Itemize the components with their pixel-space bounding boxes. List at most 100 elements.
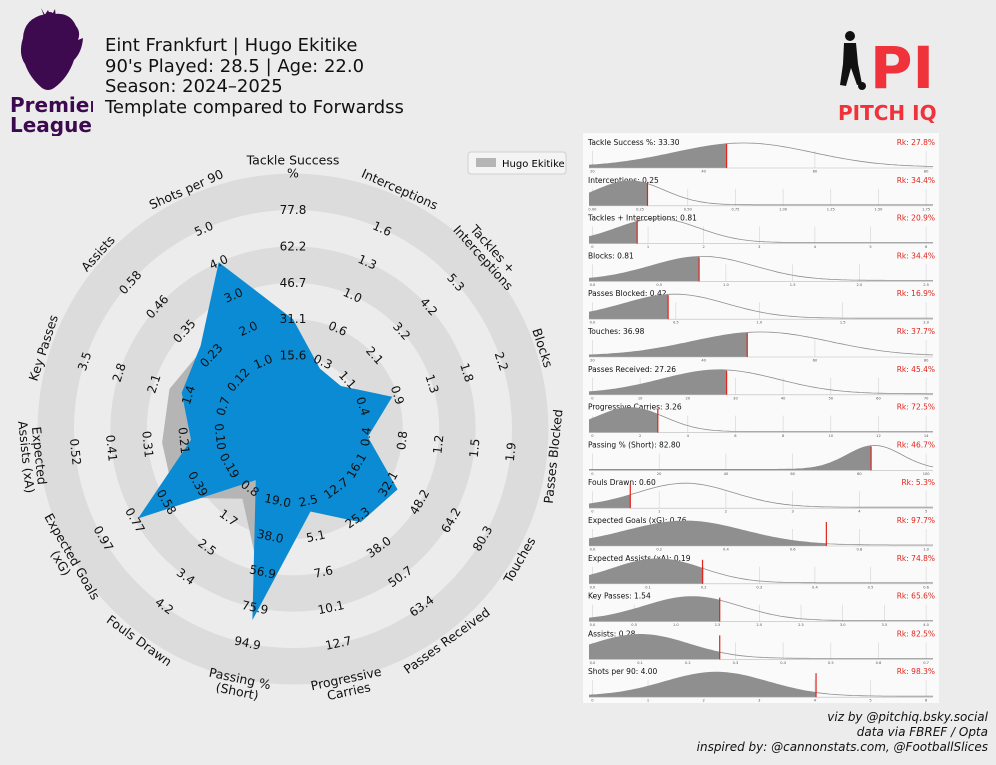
distribution-rank: Rk: 45.4%: [897, 365, 935, 374]
distribution-tick-label: 40: [701, 170, 706, 174]
brand-mark: PI: [870, 34, 934, 102]
distribution-tick-label: 4.0: [923, 623, 929, 627]
radar-tick-label: 12.7: [324, 634, 353, 653]
distribution-tick-label: 50: [828, 396, 833, 400]
distribution-panel: Passes Blocked: 0.42 Rk: 16.9% 0.0 0.5 1.0 1.…: [588, 289, 935, 325]
distribution-label: Fouls Drawn: 0.60: [588, 478, 656, 487]
distribution-tick-label: 0: [591, 699, 594, 703]
distribution-area: [589, 445, 872, 471]
distribution-tick-label: 0.1: [637, 661, 643, 665]
distribution-label: Progressive Carries: 3.26: [588, 403, 682, 412]
radar-tick-label: 0.31: [139, 430, 156, 458]
distribution-tick-label: 0.6: [923, 585, 929, 589]
distribution-tick-label: 1.0: [673, 623, 679, 627]
distribution-panel: Interceptions: 0.25 Rk: 34.4% 0.00 0.25 0.50…: [588, 176, 935, 212]
premier-league-logo: Premier League: [10, 8, 93, 136]
distribution-rank: Rk: 5.3%: [901, 478, 935, 487]
distribution-tick-label: 0.5: [828, 661, 834, 665]
radar-tick-label: 31.1: [280, 312, 307, 326]
distribution-panel: Tackles + Interceptions: 0.81 Rk: 20.9% 0 1…: [587, 214, 935, 250]
distribution-tick-label: 4: [814, 245, 817, 249]
radar-tick-label: 2.2: [492, 350, 511, 372]
distribution-rank: Rk: 98.3%: [897, 667, 935, 676]
distribution-curve: [588, 256, 933, 281]
distribution-tick-label: 1: [647, 699, 649, 703]
radar-tick-label: 0.21: [175, 426, 192, 454]
distribution-tick-label: 0.0: [590, 585, 596, 589]
distribution-tick-label: 0: [591, 434, 594, 438]
distribution-rank: Rk: 34.4%: [897, 176, 935, 185]
distribution-panel: Expected Assists (xA): 0.19 Rk: 74.8% 0.0 0…: [588, 554, 935, 590]
radar-tick-label: 2.8: [110, 361, 129, 383]
distribution-tick-label: 0.0: [590, 548, 596, 552]
distribution-tick-label: 6: [734, 434, 737, 438]
distribution-curve: [588, 369, 933, 395]
league-logo-line2: League: [10, 113, 92, 136]
distribution-tick-label: 0: [591, 245, 594, 249]
distribution-panel: Shots per 90: 4.00 Rk: 98.3% 0 1 2 3 4 5 6: [588, 667, 935, 703]
distribution-panel: Fouls Drawn: 0.60 Rk: 5.3% 0 1 2 3 4 5: [588, 478, 935, 514]
distribution-area: [589, 596, 720, 622]
distribution-tick-label: 3: [758, 699, 760, 703]
distribution-area: [589, 180, 648, 206]
distribution-tick-label: 20: [590, 170, 595, 174]
radar-tick-label: 3.5: [75, 350, 94, 372]
distribution-tick-label: 30: [733, 396, 738, 400]
distribution-tick-label: 60: [790, 472, 795, 476]
distribution-tick-label: 3.0: [840, 623, 846, 627]
distribution-tick-label: 3: [791, 510, 793, 514]
distribution-tick-label: 1.25: [827, 207, 835, 211]
footballer-icon: [840, 31, 866, 90]
distribution-tick-label: 1.00: [779, 207, 788, 211]
distribution-panel: Blocks: 0.81 Rk: 34.4% 0.0 0.5 1.0 1.5 2.0 2.5: [588, 251, 935, 287]
distribution-label: Assists: 0.28: [588, 629, 636, 638]
distribution-tick-label: 0.2: [685, 661, 691, 665]
distribution-tick-label: 0.6: [876, 661, 882, 665]
distribution-tick-label: 10: [828, 434, 833, 438]
legend-label: Hugo Ekitike: [502, 159, 565, 170]
radar-tick-label: 46.7: [280, 276, 307, 290]
distribution-label: Tackles + Interceptions: 0.81: [587, 214, 697, 223]
radar-tick-label: 1.3: [422, 373, 441, 395]
distribution-curve: [588, 634, 933, 659]
pitchiq-logo: PI PITCH IQ: [838, 31, 937, 125]
radar-tick-label: 5.1: [305, 528, 327, 546]
distribution-label: Passes Received: 27.26: [588, 365, 676, 374]
distribution-area: [589, 369, 727, 395]
distribution-tick-label: 0.00: [588, 207, 597, 211]
distribution-rank: Rk: 16.9%: [897, 289, 935, 298]
distribution-tick-label: 0.5: [631, 623, 637, 627]
distribution-rank: Rk: 27.8%: [897, 138, 935, 147]
radar-tick-label: 0.4: [353, 395, 372, 417]
distribution-tick-label: 40: [701, 359, 706, 363]
distribution-tick-label: 2.5: [923, 283, 929, 287]
radar-tick-label: 1.5: [467, 438, 483, 458]
credit-data: data via FBREF / Opta: [856, 725, 988, 739]
distribution-curve: [588, 520, 933, 546]
radar-tick-label: 19.0: [263, 491, 292, 510]
distribution-rank: Rk: 20.9%: [897, 214, 935, 223]
distribution-tick-label: 1.5: [840, 321, 846, 325]
distribution-panel: Touches: 36.98 Rk: 37.7% 20 40 60 80: [587, 327, 935, 363]
legend-swatch: [476, 158, 496, 167]
distribution-tick-label: 0.2: [656, 548, 662, 552]
league-logo-line1: Premier: [10, 93, 93, 117]
distribution-tick-label: 0.50: [684, 207, 693, 211]
distribution-curve: [588, 596, 933, 621]
distribution-tick-label: 1: [647, 245, 649, 249]
distribution-panel: Passes Received: 27.26 Rk: 45.4% 0 10 20 30 40…: [588, 365, 935, 401]
distribution-panel: Key Passes: 1.54 Rk: 65.6% 0.0 0.5 1.0 1.5 2.0…: [588, 592, 935, 628]
distribution-curve: [588, 558, 933, 584]
credits: viz by @pitchiq.bsky.social data via FBR…: [697, 710, 988, 755]
distribution-tick-label: 2: [703, 699, 705, 703]
season-line: Season: 2024–2025: [105, 76, 283, 97]
distribution-tick-label: 0.0: [590, 661, 596, 665]
distribution-label: Passing % (Short): 82.80: [588, 440, 681, 449]
distribution-rank: Rk: 46.7%: [897, 440, 935, 449]
credit-inspiration: inspired by: @cannonstats.com, @Football…: [696, 740, 988, 754]
template-line: Template compared to Forwardss: [105, 96, 404, 118]
distribution-curve: [589, 444, 934, 470]
distribution-panel: Passing % (Short): 82.80 Rk: 46.7% 0 20 40 60…: [588, 440, 935, 476]
distribution-tick-label: 1.0: [723, 283, 729, 287]
distribution-tick-label: 12: [876, 434, 881, 438]
